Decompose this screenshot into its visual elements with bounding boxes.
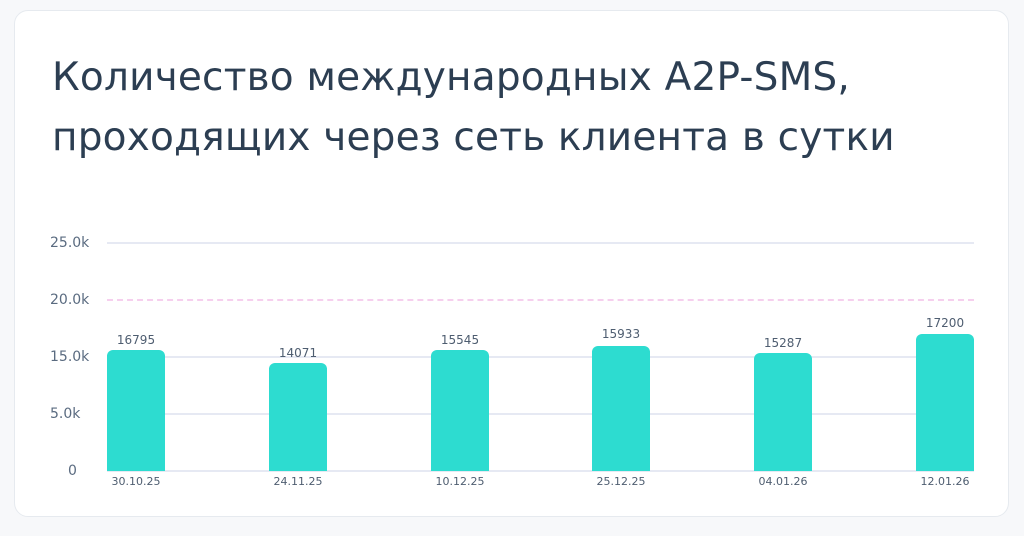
bar-04-01-26[interactable] [754, 353, 812, 471]
bar-10-12-25[interactable] [431, 350, 489, 471]
value-label: 14071 [278, 346, 318, 360]
x-tick-label: 24.11.25 [273, 475, 323, 488]
y-tick-5k: 5.0k [50, 406, 81, 422]
bar-24-11-25[interactable] [269, 363, 327, 471]
bar-30-10-25[interactable] [107, 350, 165, 471]
y-tick-15k: 15.0k [50, 349, 90, 365]
y-tick-20k: 20.0k [50, 292, 90, 308]
y-tick-0: 0 [68, 463, 77, 479]
x-tick-label: 12.01.26 [920, 475, 970, 488]
value-label: 15545 [440, 333, 480, 347]
value-label: 16795 [116, 333, 156, 347]
chart-title-line-2: проходящих через сеть клиента в сутки [52, 115, 895, 160]
bar-25-12-25[interactable] [592, 346, 650, 471]
chart-card [14, 10, 1009, 517]
value-label: 15287 [763, 336, 803, 350]
gridline-25k [107, 242, 974, 244]
x-tick-label: 30.10.25 [111, 475, 161, 488]
gridline-15k [107, 356, 974, 358]
value-label: 17200 [925, 316, 965, 330]
x-tick-label: 25.12.25 [596, 475, 646, 488]
x-tick-label: 10.12.25 [435, 475, 485, 488]
reference-line-20k [107, 299, 974, 301]
bar-12-01-26[interactable] [916, 334, 974, 471]
value-label: 15933 [601, 327, 641, 341]
y-tick-25k: 25.0k [50, 235, 90, 251]
chart-title-line-1: Количество международных A2P-SMS, [52, 55, 850, 100]
gridline-5k [107, 413, 974, 415]
x-tick-label: 04.01.26 [758, 475, 808, 488]
gridline-0 [107, 470, 974, 472]
chart-title: Количество международных A2P-SMS, проход… [52, 48, 895, 168]
